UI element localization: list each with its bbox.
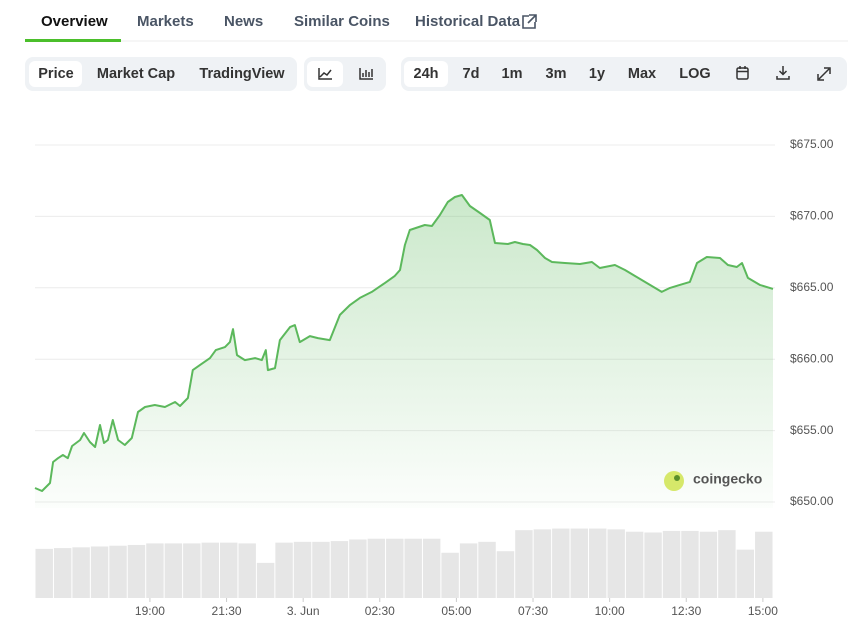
y-tick-label: $670.00	[790, 209, 834, 223]
volume-bar	[275, 542, 293, 598]
volume-bar	[90, 546, 109, 598]
volume-bar	[681, 530, 699, 598]
volume-bar	[386, 538, 404, 598]
y-tick-label: $665.00	[790, 280, 834, 294]
x-tick-label: 15:00	[748, 604, 778, 618]
volume-bar	[478, 541, 496, 598]
volume-bar	[496, 551, 515, 598]
x-tick-label: 02:30	[365, 604, 395, 618]
volume-bar	[35, 548, 53, 598]
volume-bar	[515, 530, 533, 598]
volume-bar	[644, 532, 662, 598]
volume-bar	[533, 529, 552, 598]
volume-bar	[201, 542, 219, 598]
range-button[interactable]: 7d	[463, 66, 480, 82]
line-icon	[318, 68, 332, 80]
volume-bar	[256, 562, 275, 598]
y-tick-label: $655.00	[790, 423, 834, 437]
price-area	[35, 195, 773, 508]
range-button[interactable]: LOG	[679, 66, 710, 82]
volume-bar	[718, 530, 736, 598]
view-button[interactable]: TradingView	[199, 66, 285, 82]
chart: $650.00 $655.00 $660.00 $665.00 $670.00 $675.…	[34, 137, 834, 618]
view-button[interactable]: Market Cap	[97, 66, 175, 82]
y-tick-label: $660.00	[790, 351, 834, 365]
range-button[interactable]: Max	[628, 66, 656, 82]
volume-bar	[183, 543, 201, 598]
logo-eye	[674, 475, 680, 481]
volume-bar	[755, 531, 773, 598]
y-tick-label: $650.00	[790, 494, 834, 508]
volume-bar	[589, 528, 607, 598]
volume-bar	[293, 541, 312, 598]
volume-bar	[312, 541, 330, 598]
active-tab-underline	[25, 39, 121, 42]
volume-bar	[164, 543, 183, 598]
x-tick-label: 07:30	[518, 604, 548, 618]
logo-icon	[664, 471, 684, 491]
view-button[interactable]: Price	[38, 66, 73, 82]
volume-bar	[625, 531, 644, 598]
volume-bar	[607, 529, 625, 598]
volume-bar	[146, 543, 164, 598]
volume-bar	[404, 538, 422, 598]
x-tick-label: 19:00	[135, 604, 165, 618]
volume-bar	[736, 549, 755, 598]
volume-bar	[570, 528, 588, 598]
x-tick-label: 12:30	[671, 604, 701, 618]
volume-bar	[367, 538, 386, 598]
x-tick-label: 21:30	[212, 604, 242, 618]
range-button[interactable]: 3m	[546, 66, 567, 82]
volume-bar	[53, 548, 72, 598]
volume-bar	[422, 538, 441, 598]
volume-bar	[349, 539, 367, 598]
watermark: coingecko	[693, 471, 762, 487]
external-link-icon	[522, 14, 537, 29]
volume-bar	[220, 542, 238, 598]
volume-bar	[72, 547, 90, 598]
volume-bar	[330, 541, 349, 598]
download-icon[interactable]	[776, 66, 790, 80]
tab[interactable]: News	[224, 13, 263, 30]
candle-icon[interactable]	[359, 68, 373, 80]
volume-bar	[109, 545, 127, 598]
tab[interactable]: Overview	[41, 13, 108, 30]
volume-bar	[699, 531, 718, 598]
active-button	[404, 61, 448, 87]
volume-bar	[441, 552, 459, 598]
price-line	[34, 194, 774, 492]
x-tick-label: 10:00	[595, 604, 625, 618]
volume-bar	[552, 528, 570, 598]
range-button[interactable]: 24h	[414, 66, 439, 82]
tab[interactable]: Historical Data	[415, 13, 521, 30]
volume-bar	[127, 544, 146, 598]
x-tick-label: 3. Jun	[287, 604, 320, 618]
volume-bar	[662, 530, 681, 598]
y-tick-label: $675.00	[790, 137, 834, 151]
volume-bar	[238, 543, 256, 598]
x-tick-label: 05:00	[441, 604, 471, 618]
range-group	[401, 57, 847, 91]
range-button[interactable]: 1m	[502, 66, 523, 82]
volume-bar	[459, 543, 478, 598]
tab[interactable]: Similar Coins	[294, 13, 390, 30]
range-button[interactable]: 1y	[589, 66, 605, 82]
calendar-icon[interactable]	[736, 66, 749, 80]
view-group	[25, 57, 297, 91]
fullscreen-icon[interactable]	[817, 67, 831, 81]
active-button	[29, 61, 82, 87]
tab[interactable]: Markets	[137, 13, 194, 30]
